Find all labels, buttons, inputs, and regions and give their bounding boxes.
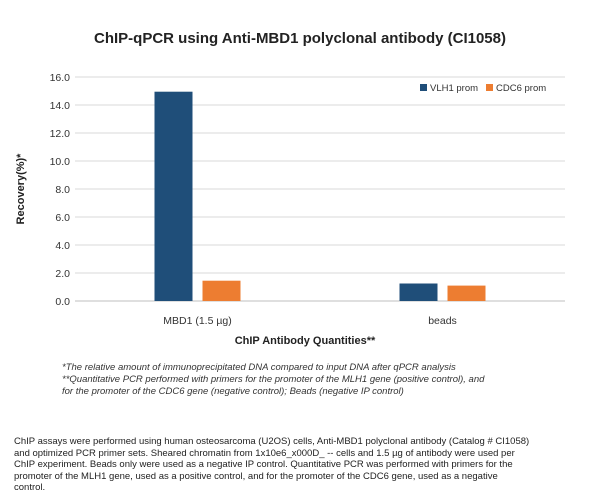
caption-line-1: ChIP assays were performed using human o… <box>14 436 530 447</box>
y-tick-label: 6.0 <box>55 212 70 224</box>
chart-title: ChIP-qPCR using Anti-MBD1 polyclonal ant… <box>94 30 506 47</box>
y-tick-label: 8.0 <box>55 184 70 196</box>
legend-swatch <box>420 84 427 91</box>
chart-plot: 0.0 2.0 4.0 6.0 8.0 10.0 12.0 14.0 16.0 MBD1 (1.5… <box>15 72 565 347</box>
x-tick-label: MBD1 (1.5 µg) <box>163 315 232 327</box>
bar-cdc6 <box>447 285 486 301</box>
y-tick-label: 16.0 <box>50 72 71 84</box>
footnote-line-2: **Quantitative PCR performed with primer… <box>62 374 485 385</box>
footnote-line-1: *The relative amount of immunoprecipitat… <box>62 362 456 373</box>
y-tick-label: 12.0 <box>50 128 71 140</box>
footnote-line-3: for the promoter of the CDC6 gene (negat… <box>62 386 404 397</box>
y-axis-title: Recovery(%)* <box>15 153 27 225</box>
chart-caption: ChIP assays were performed using human o… <box>14 436 589 494</box>
legend-label: CDC6 prom <box>496 83 546 94</box>
x-tick-label: beads <box>428 315 457 327</box>
caption-line-3: ChIP experiment. Beads only were used as… <box>14 459 513 470</box>
bar-cdc6 <box>202 280 241 301</box>
x-axis-title: ChIP Antibody Quantities** <box>235 335 376 347</box>
y-tick-label: 4.0 <box>55 240 70 252</box>
caption-line-2: and optimized PCR primer sets. Sheared c… <box>14 447 515 459</box>
legend-label: VLH1 prom <box>430 83 478 94</box>
y-tick-label: 14.0 <box>50 100 71 112</box>
caption-line-4: promoter of the MLH1 gene, used as a pos… <box>14 470 498 482</box>
caption-line-5: control. <box>14 482 46 493</box>
y-tick-label: 0.0 <box>55 296 70 308</box>
bar-vlh1 <box>154 91 193 301</box>
y-tick-label: 10.0 <box>50 156 71 168</box>
bar-vlh1 <box>399 283 438 301</box>
y-tick-label: 2.0 <box>55 268 70 280</box>
legend-swatch <box>486 84 493 91</box>
